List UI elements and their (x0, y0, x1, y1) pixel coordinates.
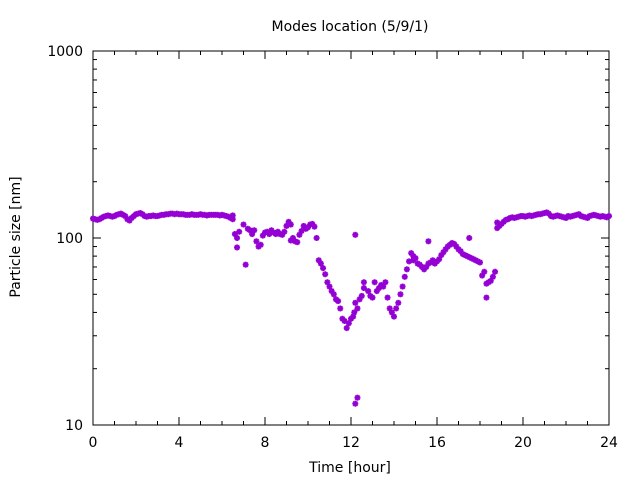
data-point (320, 265, 327, 272)
data-point (322, 271, 329, 278)
data-point (477, 259, 483, 266)
data-point (345, 320, 352, 327)
data-point (330, 291, 337, 298)
data-point (240, 221, 247, 228)
x-tick-label: 12 (342, 435, 360, 451)
data-points (90, 209, 612, 407)
data-point (380, 283, 387, 290)
data-point (236, 228, 243, 235)
data-point (397, 291, 404, 298)
data-point (483, 294, 490, 301)
data-point (313, 235, 320, 241)
data-point (257, 241, 264, 248)
data-point (606, 213, 612, 220)
data-point (354, 305, 361, 312)
data-point (360, 279, 367, 286)
data-point (311, 223, 318, 230)
tick-labels: 0 4 8 12 16 20 24 10 100 1000 (47, 44, 618, 451)
data-point (395, 299, 402, 306)
data-point (401, 273, 408, 280)
x-tick-label: 20 (514, 435, 532, 451)
data-point (234, 235, 241, 241)
x-tick-label: 24 (600, 435, 618, 451)
data-point (393, 305, 400, 312)
data-point (352, 400, 359, 407)
data-point (481, 268, 488, 275)
data-point (354, 394, 361, 401)
data-point (285, 218, 292, 225)
data-point (406, 258, 413, 265)
data-point (337, 305, 344, 312)
data-point (358, 292, 365, 299)
y-axis-label: Particle size [nm] (8, 176, 24, 297)
data-point (489, 273, 496, 280)
data-point (317, 260, 324, 267)
data-point (253, 238, 260, 245)
data-point (246, 227, 253, 234)
data-point (382, 279, 389, 286)
data-point (384, 294, 391, 301)
axis-ticks (92, 50, 610, 426)
data-point (425, 238, 432, 245)
data-point (242, 261, 249, 268)
x-tick-label: 16 (428, 435, 446, 451)
data-point (492, 268, 499, 275)
data-point (326, 283, 333, 290)
data-point (281, 228, 288, 235)
x-tick-label: 0 (89, 435, 98, 451)
data-point (234, 244, 241, 251)
data-point (229, 212, 236, 219)
data-point (287, 237, 294, 244)
data-point (399, 283, 406, 290)
data-point (403, 266, 410, 273)
y-tick-label: 100 (56, 231, 83, 247)
y-tick-label: 10 (65, 418, 83, 434)
data-point (294, 239, 301, 246)
data-point (298, 228, 305, 235)
x-axis-label: Time [hour] (308, 460, 391, 476)
x-tick-label: 8 (261, 435, 270, 451)
data-point (371, 279, 378, 286)
x-tick-label: 4 (175, 435, 184, 451)
plot-area-frame (92, 50, 610, 426)
data-point (335, 298, 342, 305)
data-point (352, 231, 359, 238)
data-point (494, 219, 501, 226)
data-point (360, 285, 367, 292)
data-point (466, 235, 473, 241)
data-point (410, 257, 417, 264)
chart-title: Modes location (5/9/1) (272, 19, 429, 35)
data-point (343, 325, 350, 332)
data-point (365, 288, 372, 295)
data-point (369, 294, 376, 301)
data-point (352, 299, 359, 306)
data-point (391, 313, 397, 320)
y-tick-label: 1000 (47, 44, 83, 60)
